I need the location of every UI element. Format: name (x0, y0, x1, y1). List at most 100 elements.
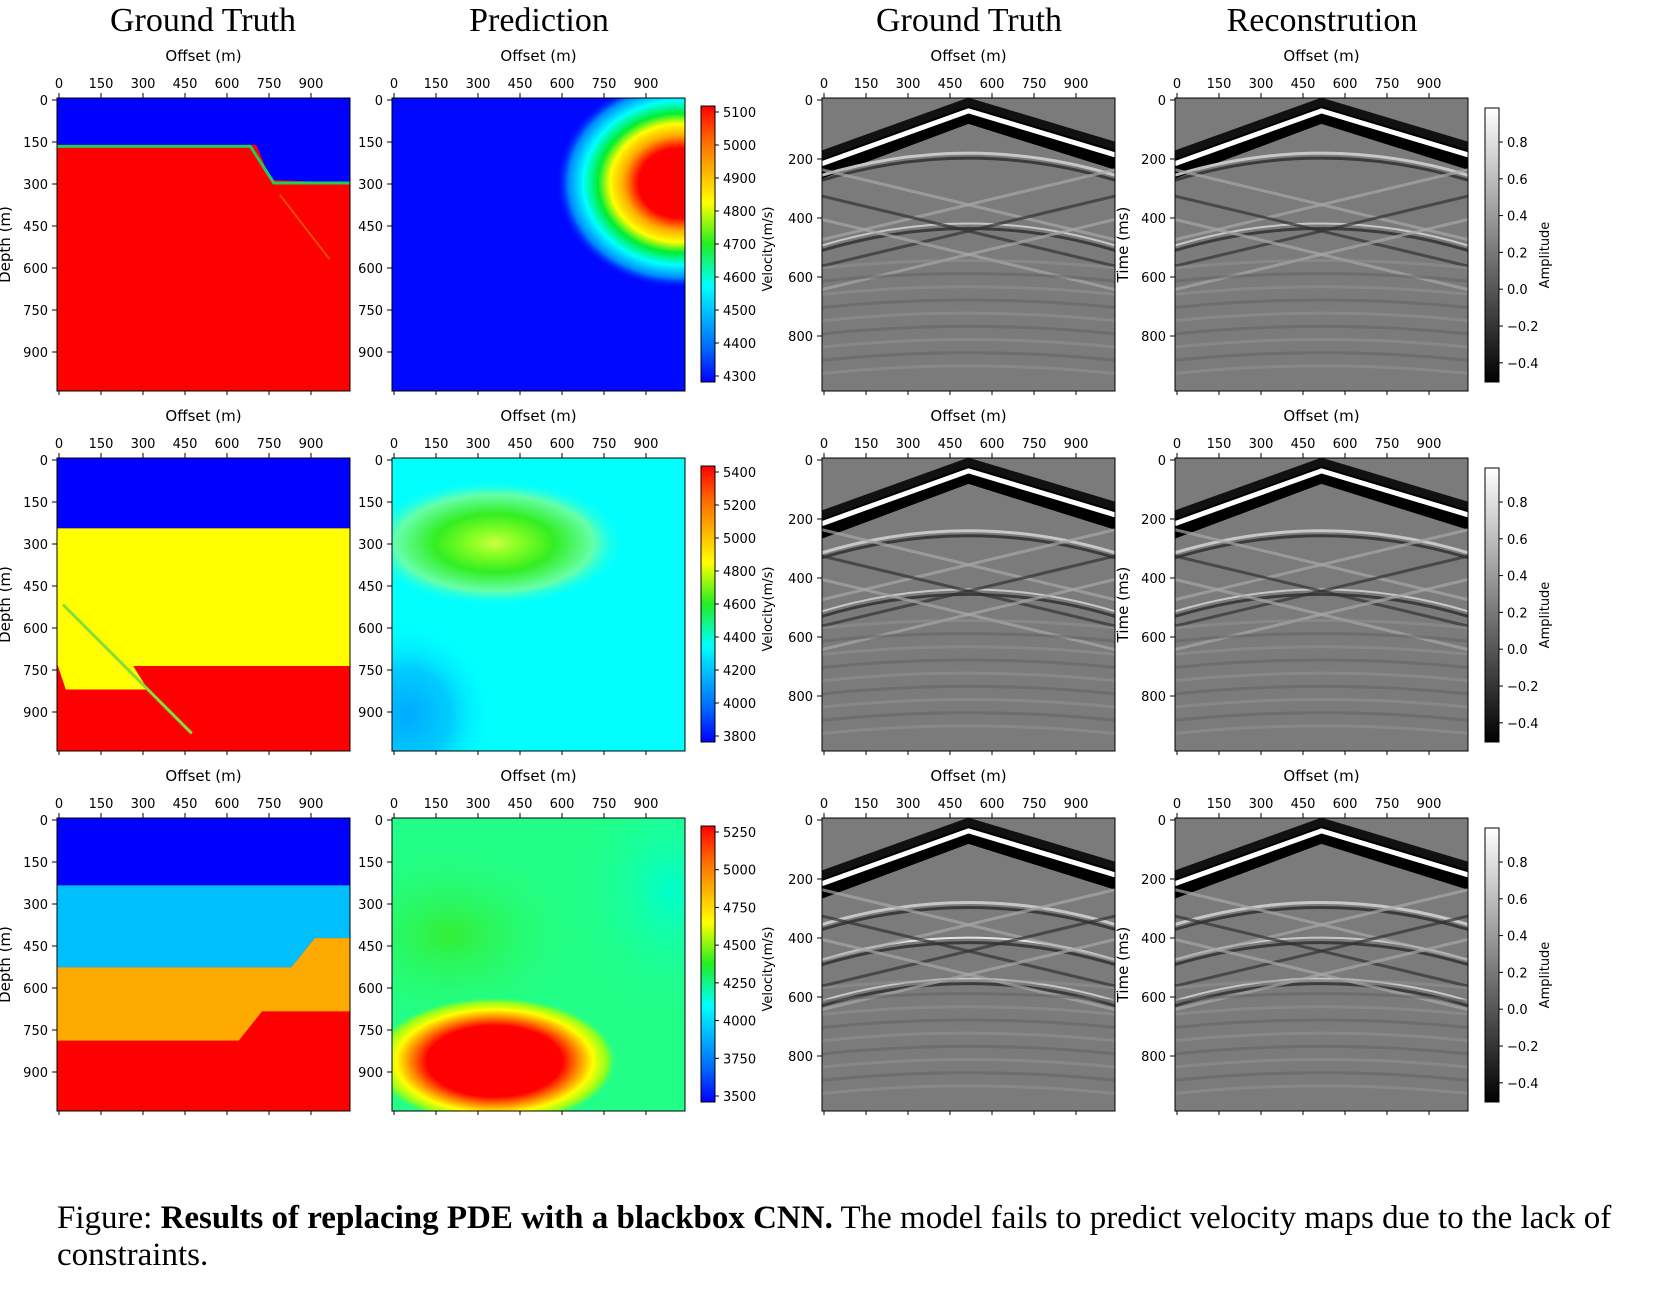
x-tick-label: 0 (820, 797, 828, 812)
amplitude-colorbar (1484, 827, 1500, 1103)
x-tick-label: 300 (1249, 437, 1274, 452)
reflection-dark (1175, 592, 1468, 618)
colorbar-tick-label: 4600 (723, 598, 756, 613)
late-event (822, 724, 1115, 735)
y-tick-label: 400 (1141, 212, 1166, 227)
x-tick-label: 750 (1375, 77, 1400, 92)
colorbar-tick-label: 4400 (723, 337, 756, 352)
y-tick-label: 400 (1141, 572, 1166, 587)
colorbar-tick-label: 4500 (723, 939, 756, 954)
caption-rest: The model fails to predict velocity maps… (57, 1200, 1612, 1273)
colorbar-tick-label: 5000 (723, 139, 756, 154)
x-tick-label: 750 (257, 797, 282, 812)
y-tick-label: 800 (1141, 330, 1166, 345)
crossing-event (822, 914, 1115, 988)
y-tick-label: 300 (358, 898, 383, 913)
y-axis-label: Time (ms) (1114, 567, 1132, 644)
reflection-dark (1175, 534, 1468, 560)
pred-cyan-blob (567, 818, 685, 1024)
y-tick-label: 300 (358, 538, 383, 553)
pred-red-blob (392, 996, 618, 1111)
y-tick-label: 400 (1141, 932, 1166, 947)
colorbar-tick-label: −0.2 (1507, 320, 1539, 335)
x-tick-label: 900 (1064, 797, 1089, 812)
colorbar-tick-label: 4000 (723, 1015, 756, 1030)
colorbar-tick-label: 0.4 (1507, 210, 1528, 225)
y-tick-label: 0 (805, 454, 813, 469)
offset-axis-label: Offset (m) (1283, 47, 1359, 65)
y-tick-label: 200 (788, 513, 813, 528)
colorbar-tick-label: 0.2 (1507, 606, 1528, 621)
direct-wave-bright (822, 468, 1115, 526)
late-event (822, 1018, 1115, 1029)
late-event (1175, 658, 1468, 669)
y-tick-label: 450 (358, 220, 383, 235)
reflection-bright (822, 588, 1115, 613)
reflection-dark (1175, 941, 1468, 967)
x-tick-label: 150 (1207, 77, 1232, 92)
late-event (1175, 351, 1468, 362)
y-tick-label: 750 (358, 1024, 383, 1039)
y-tick-label: 450 (23, 580, 48, 595)
late-event (822, 671, 1115, 683)
layer-blue (57, 98, 350, 183)
x-tick-label: 0 (390, 437, 398, 452)
offset-axis-label: Offset (m) (165, 767, 241, 785)
reflection-bright (822, 900, 1115, 926)
layer-blue (57, 458, 350, 529)
x-tick-label: 750 (592, 797, 617, 812)
x-tick-label: 750 (1022, 437, 1047, 452)
x-tick-label: 150 (1207, 437, 1232, 452)
y-tick-label: 150 (23, 856, 48, 871)
colorbar-tick-label: 0.6 (1507, 533, 1528, 548)
direct-wave-edge (822, 818, 1115, 879)
panel-content (392, 98, 685, 391)
y-tick-label: 300 (358, 178, 383, 193)
y-axis-label: Depth (m) (0, 566, 14, 643)
velocity-panel-frame (56, 97, 351, 392)
y-tick-label: 0 (805, 814, 813, 829)
x-tick-label: 300 (1249, 797, 1274, 812)
x-tick-label: 750 (1375, 437, 1400, 452)
figure-caption: Figure: Results of replacing PDE with a … (57, 1200, 1637, 1274)
y-tick-label: 900 (23, 346, 48, 361)
late-event (822, 258, 1115, 270)
colorbar-tick-label: 4800 (723, 205, 756, 220)
col-title-reconstruction: Reconstrution (1226, 2, 1418, 39)
seismic-panel-frame (821, 97, 1116, 392)
late-event (1175, 711, 1468, 722)
y-tick-label: 0 (40, 814, 48, 829)
x-tick-label: 900 (634, 797, 659, 812)
x-tick-label: 450 (1291, 77, 1316, 92)
offset-axis-label: Offset (m) (500, 767, 576, 785)
panel-content (822, 98, 1115, 391)
x-tick-label: 450 (173, 797, 198, 812)
x-tick-label: 150 (424, 437, 449, 452)
colorbar-tick-label: 4400 (723, 631, 756, 646)
crossing-event (822, 554, 1115, 628)
late-event (1175, 298, 1468, 309)
late-event (822, 324, 1115, 336)
colorbar-tick-label: 4600 (723, 271, 756, 286)
late-event (822, 698, 1115, 709)
y-tick-label: 0 (375, 94, 383, 109)
y-tick-label: 900 (23, 1066, 48, 1081)
colorbar-tick-label: −0.4 (1507, 1077, 1539, 1092)
reflection-dark (822, 156, 1115, 182)
y-tick-label: 400 (788, 212, 813, 227)
colorbar-tick-label: 0.0 (1507, 643, 1528, 658)
prediction-panel-frame (391, 457, 686, 752)
crossing-event (1175, 168, 1468, 242)
x-tick-label: 600 (1333, 797, 1358, 812)
offset-axis-label: Offset (m) (930, 47, 1006, 65)
x-tick-label: 450 (1291, 437, 1316, 452)
y-tick-label: 800 (1141, 690, 1166, 705)
reflection-dark (822, 226, 1115, 252)
velocity-colorbar-label: Velocity(m/s) (761, 207, 776, 292)
x-tick-label: 600 (550, 77, 575, 92)
colorbar-tick-label: 0.8 (1507, 136, 1528, 151)
y-tick-label: 600 (788, 991, 813, 1006)
x-tick-label: 450 (508, 797, 533, 812)
crossing-event (1175, 194, 1468, 268)
reflection-bright (822, 529, 1115, 555)
